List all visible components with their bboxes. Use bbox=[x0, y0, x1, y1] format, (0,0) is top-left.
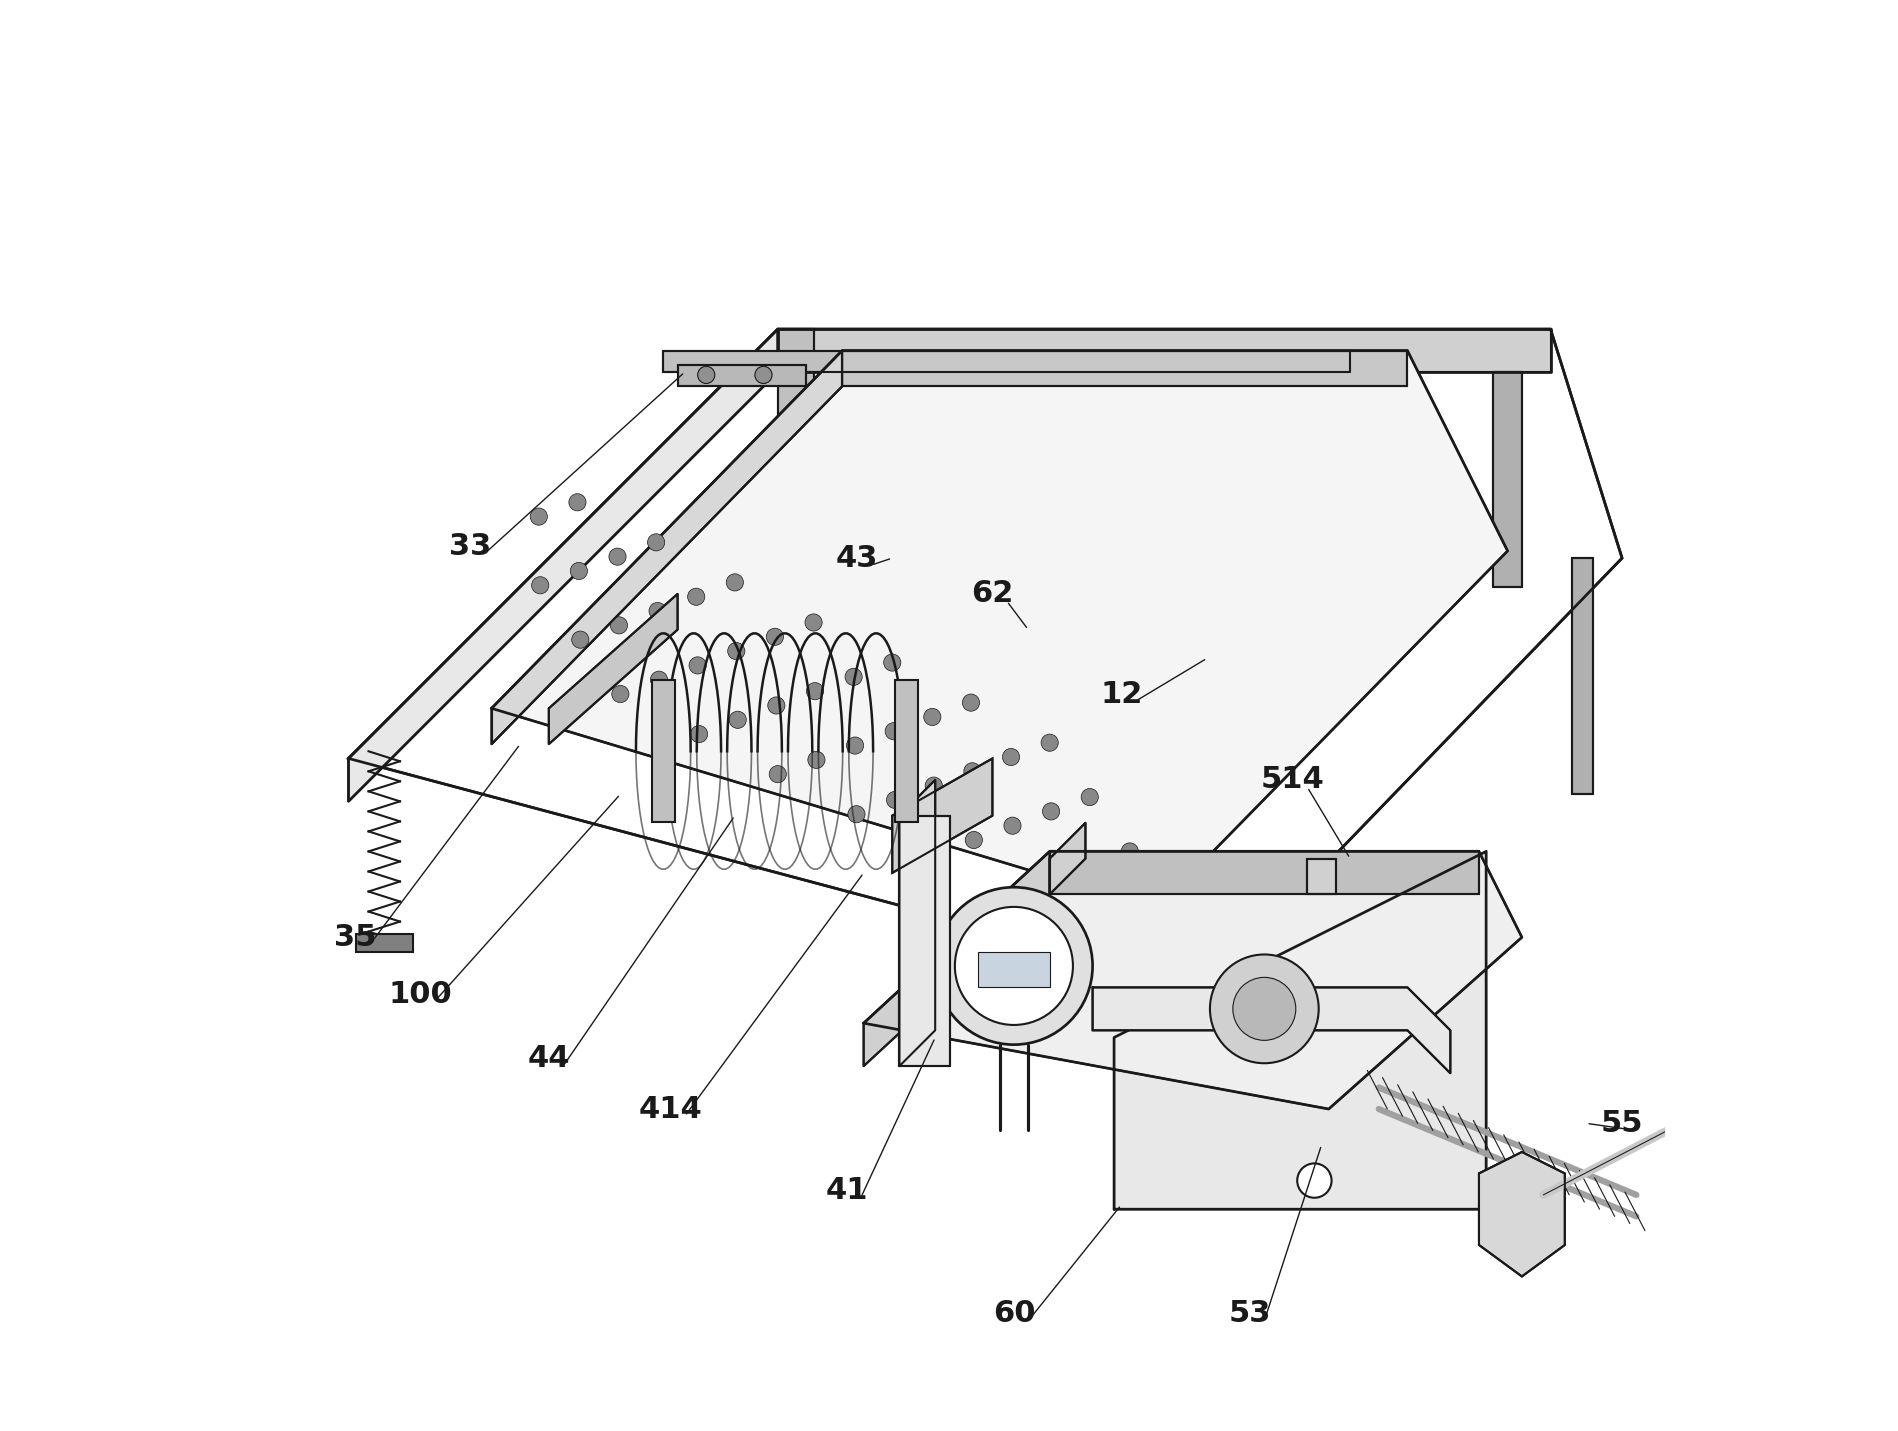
Text: 12: 12 bbox=[1099, 680, 1143, 708]
Circle shape bbox=[611, 685, 628, 703]
Polygon shape bbox=[349, 329, 778, 801]
Circle shape bbox=[1209, 954, 1317, 1063]
Circle shape bbox=[569, 494, 586, 511]
Polygon shape bbox=[492, 351, 1507, 909]
Circle shape bbox=[807, 683, 824, 700]
Bar bbox=[651, 681, 674, 821]
Circle shape bbox=[729, 711, 746, 728]
Circle shape bbox=[1232, 977, 1294, 1040]
Circle shape bbox=[649, 602, 666, 620]
Circle shape bbox=[883, 654, 900, 671]
Circle shape bbox=[1002, 748, 1019, 766]
Circle shape bbox=[964, 763, 981, 780]
Circle shape bbox=[955, 907, 1072, 1025]
Circle shape bbox=[886, 791, 903, 809]
Circle shape bbox=[609, 617, 626, 634]
Circle shape bbox=[847, 806, 865, 823]
Circle shape bbox=[1044, 871, 1061, 889]
Polygon shape bbox=[841, 351, 1406, 386]
Polygon shape bbox=[892, 758, 993, 873]
Circle shape bbox=[687, 588, 704, 605]
Polygon shape bbox=[1572, 558, 1592, 794]
Polygon shape bbox=[900, 780, 934, 1066]
Polygon shape bbox=[900, 816, 949, 1066]
Text: 33: 33 bbox=[448, 532, 492, 561]
Polygon shape bbox=[864, 851, 1520, 1109]
Polygon shape bbox=[678, 365, 807, 386]
Text: 44: 44 bbox=[528, 1045, 569, 1073]
Polygon shape bbox=[1091, 987, 1450, 1073]
Circle shape bbox=[805, 614, 822, 631]
Circle shape bbox=[922, 708, 940, 726]
Circle shape bbox=[1120, 843, 1137, 860]
Circle shape bbox=[691, 726, 708, 743]
Circle shape bbox=[964, 831, 981, 849]
Polygon shape bbox=[1479, 1152, 1564, 1276]
Polygon shape bbox=[1306, 859, 1334, 894]
Circle shape bbox=[1004, 817, 1021, 834]
Circle shape bbox=[651, 671, 668, 688]
Polygon shape bbox=[1114, 851, 1486, 1209]
Circle shape bbox=[847, 737, 864, 754]
Circle shape bbox=[647, 534, 664, 551]
Circle shape bbox=[769, 766, 786, 783]
Polygon shape bbox=[778, 329, 812, 544]
Circle shape bbox=[609, 548, 626, 565]
Circle shape bbox=[1710, 1069, 1761, 1120]
Circle shape bbox=[924, 777, 941, 794]
Circle shape bbox=[767, 628, 784, 645]
Text: 62: 62 bbox=[970, 580, 1014, 608]
Circle shape bbox=[530, 508, 547, 525]
Circle shape bbox=[571, 631, 588, 648]
Bar bbox=[977, 952, 1050, 987]
Circle shape bbox=[697, 366, 714, 384]
Polygon shape bbox=[349, 329, 1621, 987]
Circle shape bbox=[926, 846, 943, 863]
Circle shape bbox=[934, 887, 1091, 1045]
Text: 514: 514 bbox=[1260, 766, 1325, 794]
Text: 35: 35 bbox=[334, 923, 376, 952]
Polygon shape bbox=[662, 351, 1349, 372]
Polygon shape bbox=[549, 594, 678, 744]
Circle shape bbox=[569, 562, 586, 580]
Text: 55: 55 bbox=[1600, 1109, 1642, 1138]
Circle shape bbox=[1082, 857, 1099, 874]
Polygon shape bbox=[1492, 372, 1520, 587]
Text: 100: 100 bbox=[387, 980, 452, 1009]
Polygon shape bbox=[1050, 851, 1479, 894]
Circle shape bbox=[884, 723, 902, 740]
Bar bbox=[894, 681, 917, 821]
Circle shape bbox=[755, 366, 772, 384]
Polygon shape bbox=[778, 329, 1549, 372]
Polygon shape bbox=[1050, 823, 1086, 894]
Circle shape bbox=[807, 751, 824, 768]
Circle shape bbox=[689, 657, 706, 674]
Text: 53: 53 bbox=[1228, 1299, 1270, 1328]
Polygon shape bbox=[492, 351, 841, 744]
Circle shape bbox=[767, 697, 784, 714]
Circle shape bbox=[725, 574, 742, 591]
Circle shape bbox=[1296, 1163, 1330, 1198]
Text: 414: 414 bbox=[638, 1095, 702, 1123]
Text: 41: 41 bbox=[826, 1176, 867, 1205]
Circle shape bbox=[727, 643, 744, 660]
Circle shape bbox=[531, 577, 549, 594]
Circle shape bbox=[1040, 734, 1057, 751]
Circle shape bbox=[962, 694, 979, 711]
Polygon shape bbox=[864, 851, 1050, 1066]
Bar bbox=[355, 934, 412, 952]
Circle shape bbox=[1080, 788, 1097, 806]
Circle shape bbox=[845, 668, 862, 685]
Text: 60: 60 bbox=[993, 1299, 1034, 1328]
Text: 43: 43 bbox=[835, 544, 877, 572]
Circle shape bbox=[1042, 803, 1059, 820]
